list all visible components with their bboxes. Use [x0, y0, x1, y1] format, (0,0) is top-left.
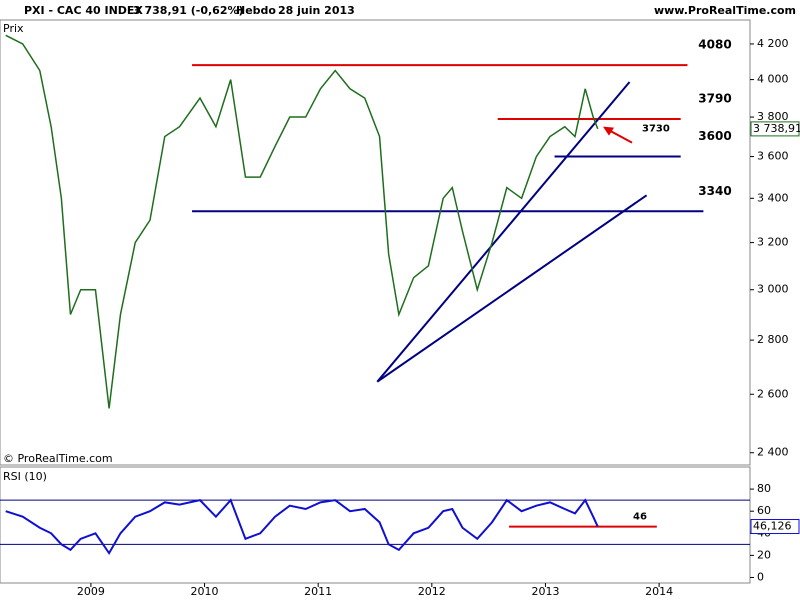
y-tick-label: 80 [757, 482, 771, 495]
arrow-head [603, 126, 614, 136]
x-tick-label: 2010 [191, 585, 219, 598]
x-tick-label: 2012 [418, 585, 446, 598]
level-label: 3340 [698, 184, 731, 198]
y-tick-label: 2 600 [757, 387, 789, 400]
quote: 3 738,91 (-0,62%) [133, 4, 244, 17]
x-tick-label: 2009 [77, 585, 105, 598]
series-line [5, 34, 599, 409]
last-value-label: 3 738,91 [753, 122, 800, 135]
date: 28 juin 2013 [278, 4, 355, 17]
level-label: 46 [633, 512, 647, 523]
y-tick-label: 4 000 [757, 73, 789, 86]
site: www.ProRealTime.com [654, 4, 796, 17]
x-tick-label: 2014 [645, 585, 673, 598]
rsi-panel [0, 466, 751, 584]
level-label: 4080 [698, 38, 731, 52]
period: Hebdo [236, 4, 276, 17]
rsi-label: RSI (10) [3, 470, 47, 483]
level-label: 3600 [698, 129, 731, 143]
series-line [5, 498, 599, 556]
y-tick-label: 3 800 [757, 110, 789, 123]
last-value-box [750, 519, 800, 535]
y-tick-label: 3 200 [757, 236, 789, 249]
watermark: © ProRealTime.com [3, 452, 113, 465]
y-tick-label: 60 [757, 504, 771, 517]
x-tick-label: 2013 [531, 585, 559, 598]
trend-line [376, 81, 631, 383]
last-value-box [750, 121, 800, 137]
y-tick-label: 3 600 [757, 150, 789, 163]
symbol: PXI - CAC 40 INDEX [24, 4, 143, 17]
x-tick-label: 2011 [304, 585, 332, 598]
y-tick-label: 20 [757, 548, 771, 561]
y-tick-label: 4 200 [757, 37, 789, 50]
y-tick-label: 2 800 [757, 333, 789, 346]
last-value-label: 46,126 [753, 520, 792, 533]
y-tick-label: 3 000 [757, 283, 789, 296]
y-tick-label: 3 400 [757, 191, 789, 204]
price-label: Prix [3, 22, 24, 35]
annotation-label: 3730 [642, 124, 670, 135]
level-label: 3790 [698, 91, 731, 105]
y-tick-label: 0 [757, 570, 764, 583]
trend-line [376, 194, 648, 383]
y-tick-label: 2 400 [757, 446, 789, 459]
